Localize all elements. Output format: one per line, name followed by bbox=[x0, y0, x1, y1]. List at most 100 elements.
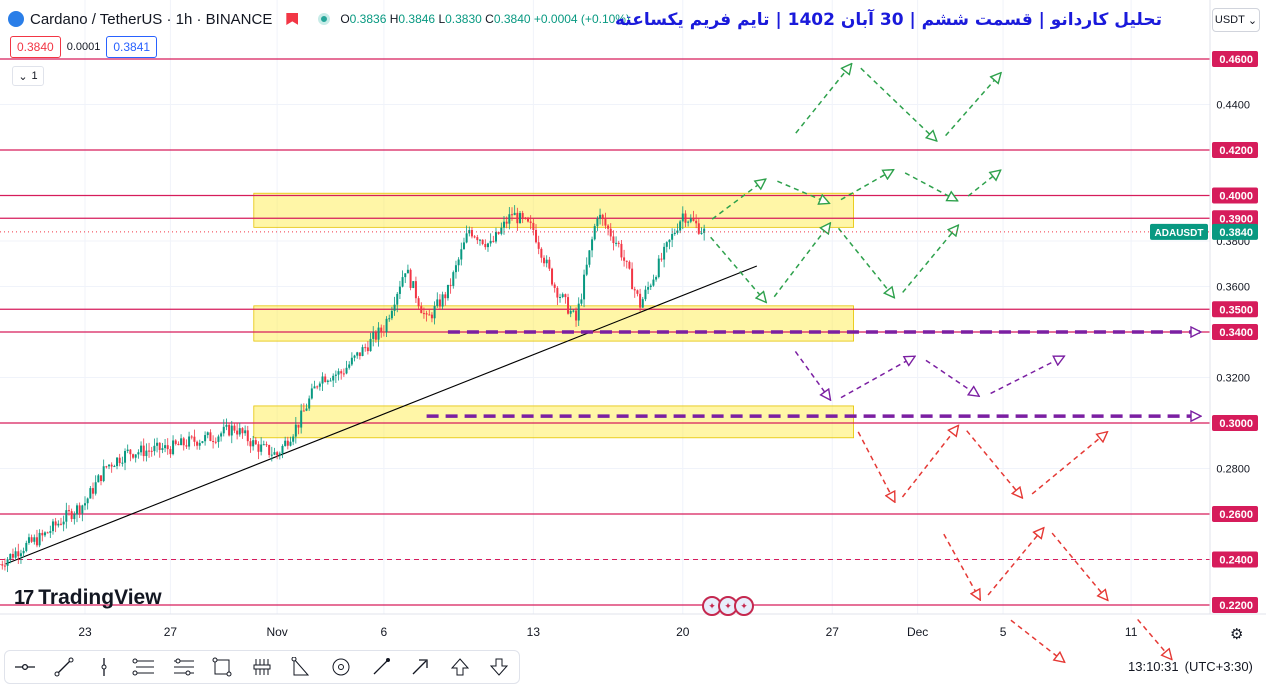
level-label: 0.2200 bbox=[1219, 600, 1253, 612]
candle-body bbox=[476, 237, 479, 241]
pattern-icon[interactable] bbox=[170, 654, 196, 680]
level-label: 0.3500 bbox=[1219, 304, 1253, 316]
rectangle-icon[interactable] bbox=[209, 654, 235, 680]
candle-body bbox=[233, 425, 236, 431]
candle-body bbox=[294, 424, 297, 437]
candle-body bbox=[348, 364, 351, 368]
currency-selector[interactable]: USDT ⌄ bbox=[1212, 8, 1260, 32]
level-label-bg bbox=[1212, 210, 1258, 227]
symbol-header: Cardano / TetherUS · 1h · BINANCE O0.383… bbox=[8, 8, 630, 30]
flag-icon[interactable] bbox=[286, 13, 299, 25]
target-icon[interactable] bbox=[328, 654, 354, 680]
gear-icon[interactable]: ⚙ bbox=[1230, 626, 1244, 643]
scenario-arrow bbox=[840, 357, 914, 399]
candle-body bbox=[470, 230, 473, 237]
candle-body bbox=[428, 314, 431, 316]
candle-body bbox=[209, 432, 212, 441]
candle-body bbox=[270, 454, 273, 456]
candle-body bbox=[108, 464, 111, 467]
candle-body bbox=[161, 448, 164, 450]
candle-body bbox=[671, 233, 674, 240]
candle-body bbox=[350, 357, 353, 365]
candle-body bbox=[497, 231, 500, 234]
triangle-icon[interactable] bbox=[288, 654, 314, 680]
candle-body bbox=[17, 551, 20, 557]
candle-body bbox=[156, 442, 159, 446]
fib-icon[interactable] bbox=[130, 654, 156, 680]
candle-body bbox=[46, 532, 49, 534]
candle-body bbox=[254, 440, 257, 445]
candle-body bbox=[225, 424, 228, 427]
candle-body bbox=[540, 248, 543, 258]
candle-body bbox=[252, 440, 255, 447]
candle-body bbox=[668, 239, 671, 243]
candle-body bbox=[436, 299, 439, 307]
candle-body bbox=[532, 222, 535, 231]
crosshair-icon[interactable] bbox=[12, 654, 38, 680]
last-price-tag-bg bbox=[1150, 223, 1208, 240]
arrow-icon[interactable] bbox=[407, 654, 433, 680]
brush-icon[interactable] bbox=[368, 654, 394, 680]
buy-button[interactable]: 0.3841 bbox=[106, 36, 158, 58]
level-label: 0.4000 bbox=[1219, 191, 1253, 203]
timezone[interactable]: (UTC+3:30) bbox=[1184, 659, 1253, 674]
candle-body bbox=[305, 408, 308, 411]
candle-body bbox=[217, 436, 220, 442]
candle-body bbox=[433, 306, 436, 319]
time-tick-label: Nov bbox=[266, 625, 287, 639]
candle-body bbox=[649, 285, 652, 288]
tradingview-mark-icon: 17 bbox=[14, 586, 34, 609]
time-status[interactable]: 13:10:31 (UTC+3:30) bbox=[1128, 659, 1253, 674]
candle-body bbox=[113, 466, 116, 468]
candle-body bbox=[177, 443, 180, 446]
candle-body bbox=[577, 303, 580, 321]
candle-body bbox=[588, 250, 591, 265]
candle-body bbox=[385, 318, 388, 332]
candle-body bbox=[569, 311, 572, 314]
candle-body bbox=[481, 239, 484, 244]
economic-events[interactable]: ✦ ✦ ✦ bbox=[702, 596, 754, 616]
candle-body bbox=[313, 386, 316, 389]
level-label: 0.3900 bbox=[1219, 213, 1253, 225]
candle-body bbox=[180, 438, 183, 446]
candle-body bbox=[110, 464, 113, 467]
scenario-arrow bbox=[1137, 618, 1172, 658]
candle-body bbox=[465, 233, 468, 243]
level-label-bg bbox=[1212, 597, 1258, 613]
candle-body bbox=[524, 217, 527, 219]
arrow-up-icon[interactable] bbox=[447, 654, 473, 680]
level-label-bg bbox=[1212, 506, 1258, 522]
key-dashed-levels bbox=[426, 332, 1200, 416]
candle-body bbox=[695, 220, 698, 224]
symbol-title[interactable]: Cardano / TetherUS · 1h · BINANCE bbox=[30, 10, 273, 28]
candle-body bbox=[188, 436, 191, 447]
us-flag-icon[interactable]: ✦ bbox=[734, 596, 754, 616]
candle-body bbox=[420, 306, 423, 314]
measure-icon[interactable] bbox=[249, 654, 275, 680]
candle-body bbox=[228, 424, 231, 436]
arrow-down-icon[interactable] bbox=[486, 654, 512, 680]
candle-body bbox=[535, 230, 538, 243]
scenario-arrow bbox=[710, 236, 766, 301]
vertical-line-icon[interactable] bbox=[91, 654, 117, 680]
candle-body bbox=[425, 313, 428, 315]
candle-body bbox=[460, 249, 463, 260]
candle-body bbox=[236, 430, 239, 435]
candle-body bbox=[393, 304, 396, 311]
candle-body bbox=[583, 274, 586, 300]
us-flag-icon[interactable]: ✦ bbox=[718, 596, 738, 616]
candle-body bbox=[193, 436, 196, 442]
candle-body bbox=[59, 523, 62, 525]
level-label-bg bbox=[1212, 51, 1258, 67]
candle-body bbox=[182, 438, 185, 446]
candle-body bbox=[641, 299, 644, 308]
trendline-icon[interactable] bbox=[51, 654, 77, 680]
sell-button[interactable]: 0.3840 bbox=[10, 36, 61, 58]
candle-body bbox=[340, 371, 343, 374]
candle-body bbox=[457, 259, 460, 266]
tradingview-logo[interactable]: 17 TradingView bbox=[14, 586, 162, 609]
indicators-toggle[interactable]: ⌄ 1 bbox=[12, 66, 44, 86]
candle-body bbox=[105, 466, 108, 468]
candle-body bbox=[67, 510, 70, 512]
